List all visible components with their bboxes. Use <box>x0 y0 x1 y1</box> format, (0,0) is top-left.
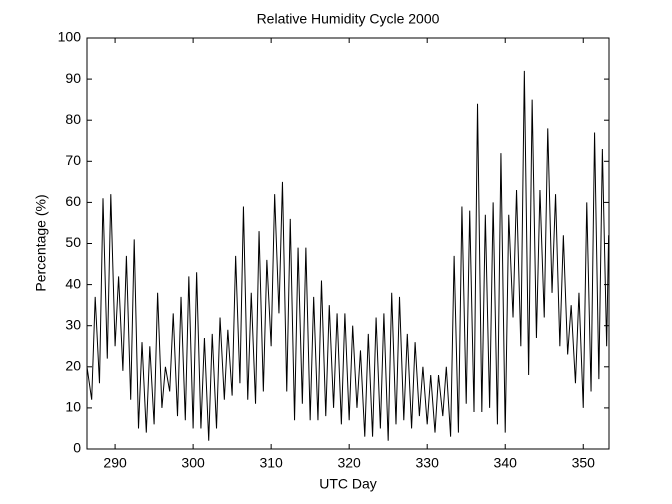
x-tick-label: 340 <box>494 455 518 471</box>
y-tick-label: 60 <box>65 193 81 209</box>
x-tick-label: 330 <box>416 455 440 471</box>
y-tick-label: 100 <box>58 29 82 45</box>
y-tick-label: 20 <box>65 358 81 374</box>
x-tick-label: 350 <box>572 455 596 471</box>
x-tick-label: 310 <box>259 455 283 471</box>
y-tick-label: 50 <box>65 234 81 250</box>
y-axis-label: Percentage (%) <box>33 194 49 291</box>
y-tick-label: 10 <box>65 399 81 415</box>
y-tick-label: 30 <box>65 316 81 332</box>
x-tick-label: 290 <box>103 455 127 471</box>
y-tick-label: 90 <box>65 70 81 86</box>
x-tick-label: 320 <box>337 455 361 471</box>
x-tick-label: 300 <box>181 455 205 471</box>
y-tick-label: 40 <box>65 275 81 291</box>
y-tick-label: 70 <box>65 152 81 168</box>
y-tick-label: 0 <box>73 440 81 456</box>
y-tick-label: 80 <box>65 111 81 127</box>
x-axis-label: UTC Day <box>319 476 377 492</box>
chart-title: Relative Humidity Cycle 2000 <box>257 11 440 27</box>
data-line <box>86 70 610 441</box>
